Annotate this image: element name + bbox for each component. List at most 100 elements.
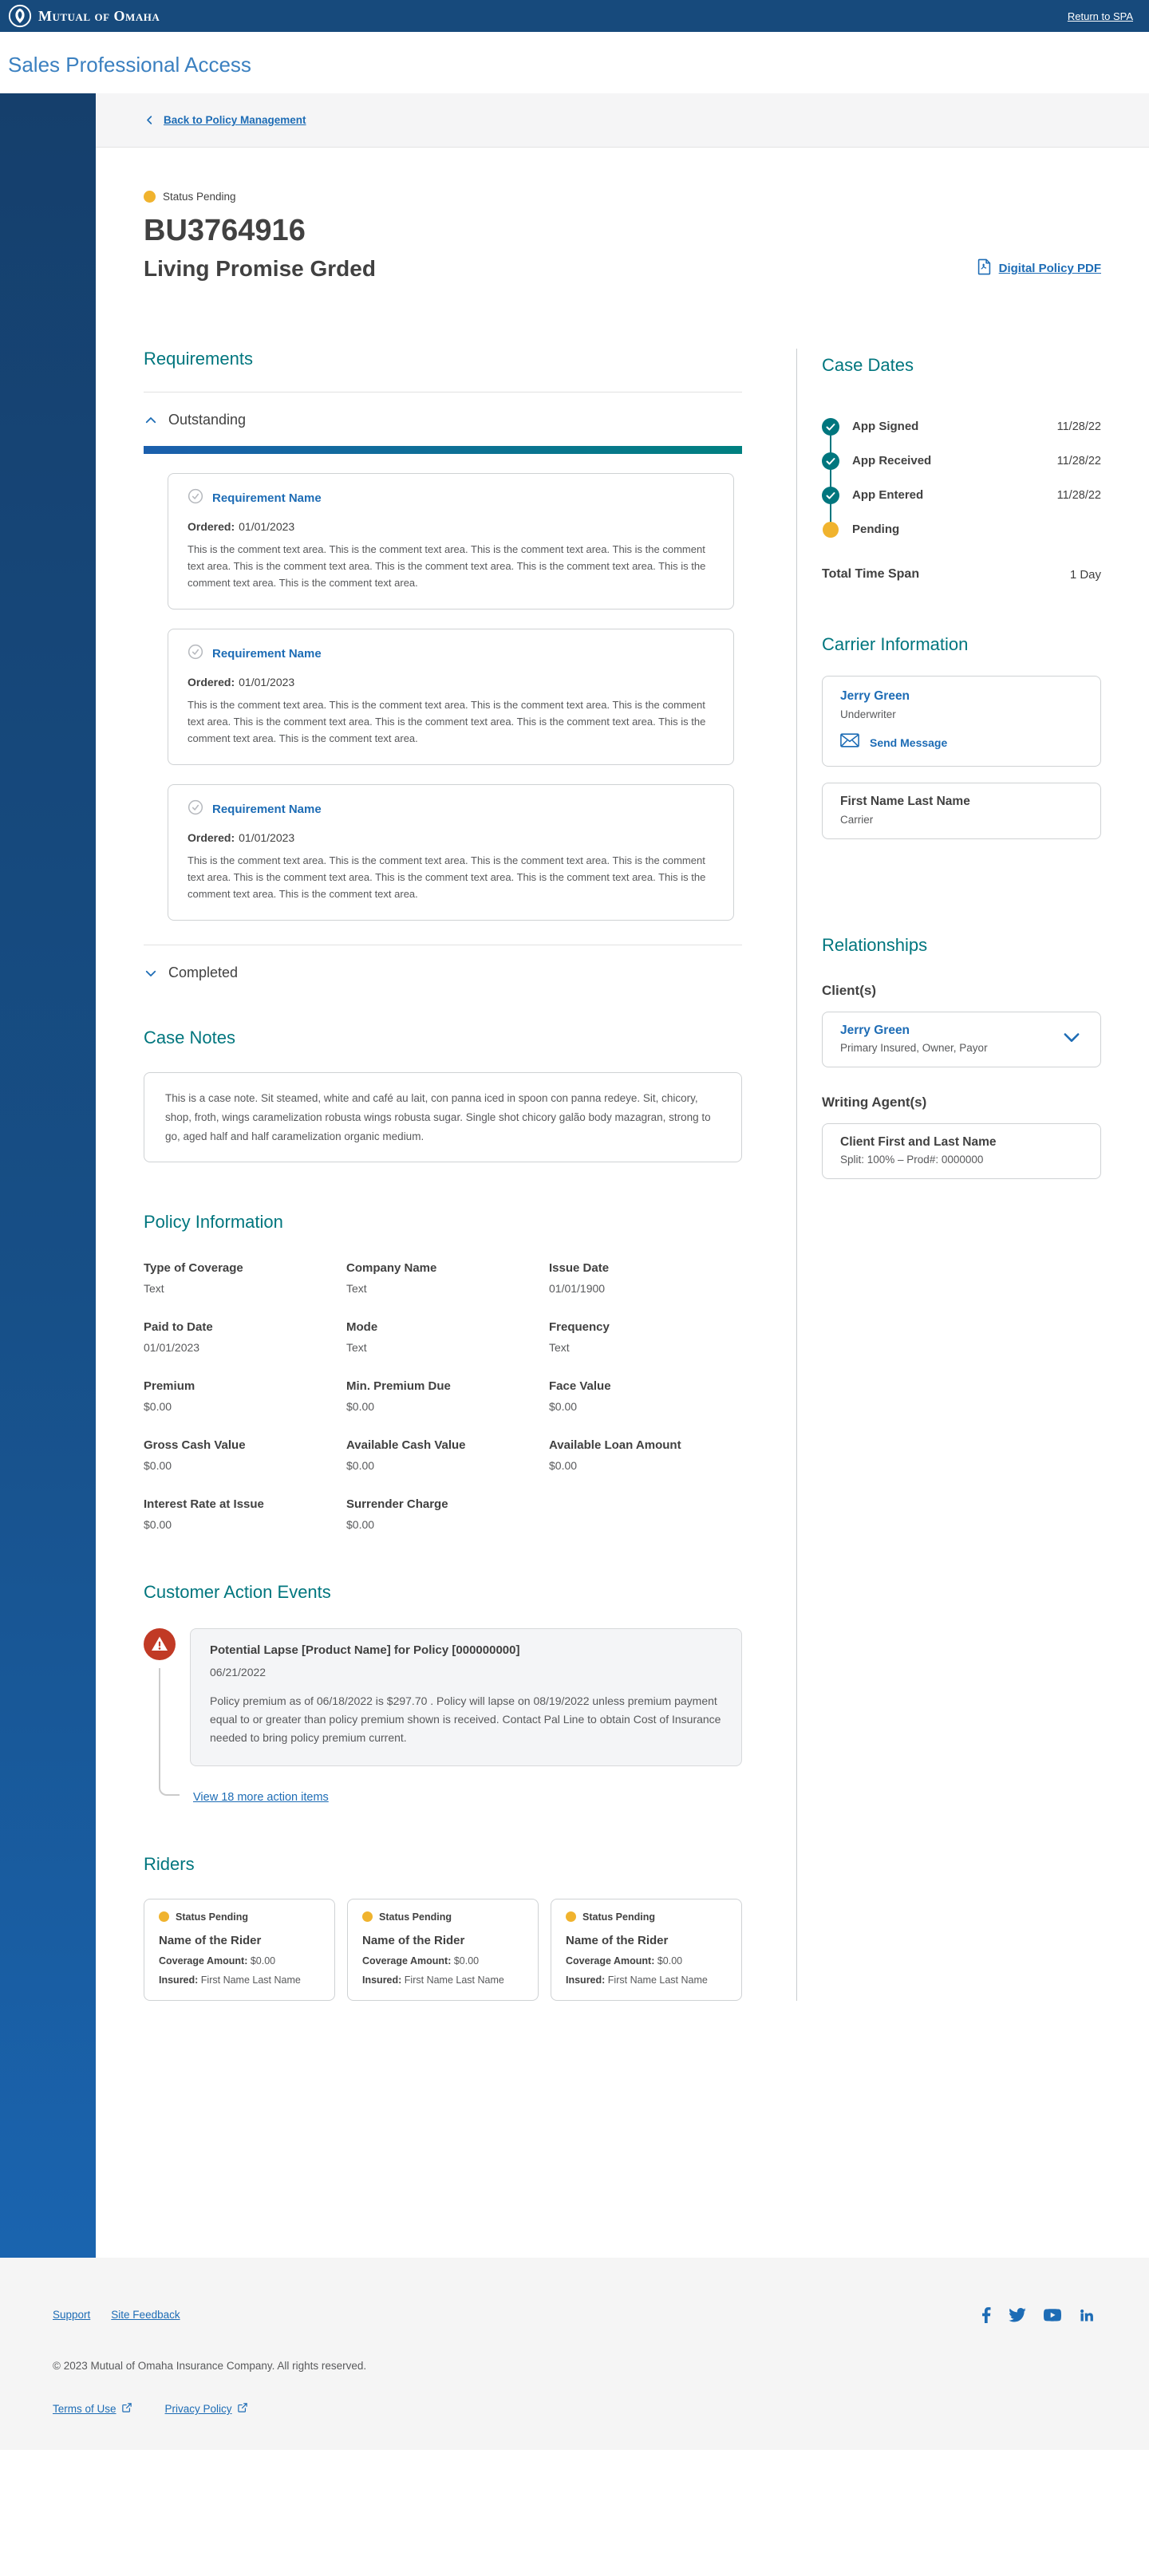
coverage-label: Coverage Amount: [566,1955,655,1967]
pending-dot-icon [823,521,839,538]
send-message-link[interactable]: Send Message [870,736,948,749]
field-label: Available Cash Value [346,1438,466,1453]
check-circle-complete-icon [822,486,839,504]
timeline-label: App Entered [852,488,924,502]
chevron-down-icon[interactable] [1060,1026,1083,1052]
field-label: Mode [346,1320,378,1335]
timeline-row: App Received 11/28/22 [822,444,1101,478]
breadcrumb-label: Back to Policy Management [164,114,306,126]
client-card[interactable]: Jerry Green Primary Insured, Owner, Payo… [822,1012,1101,1067]
field-label: Face Value [549,1379,611,1394]
field-label: Min. Premium Due [346,1379,451,1394]
case-dates-title: Case Dates [822,355,914,375]
ordered-label: Ordered: [188,520,235,533]
twitter-icon[interactable] [1009,2307,1026,2322]
client-name-link[interactable]: Jerry Green [840,1024,910,1037]
product-name: Living Promise Grded [144,256,376,281]
case-note-card: This is a case note. Sit steamed, white … [144,1072,742,1163]
mutual-of-omaha-logo: Mutual of Omaha [8,4,160,28]
outstanding-label: Outstanding [168,412,247,428]
status-badge-label: Status Pending [163,191,236,203]
field-value: Text [144,1282,164,1296]
social-icons [982,2306,1095,2323]
field-value: $0.00 [144,1518,172,1532]
field-label: Available Loan Amount [549,1438,681,1453]
youtube-icon[interactable] [1044,2308,1061,2322]
return-to-spa-link[interactable]: Return to SPA [1067,10,1133,22]
completed-label: Completed [168,965,239,981]
field-value: 01/01/2023 [144,1341,200,1355]
ordered-date: 01/01/2023 [239,520,295,533]
ordered-row: Ordered: 01/01/2023 [188,676,714,688]
requirement-card: Requirement Name Ordered: 01/01/2023 This… [168,784,734,921]
policy-header: Status Pending BU3764916 Living Promise … [96,148,1149,282]
site-feedback-link[interactable]: Site Feedback [111,2309,180,2322]
field-label: Frequency [549,1320,610,1335]
send-message-row[interactable]: Send Message [840,733,1083,751]
digital-policy-pdf-link[interactable]: Digital Policy PDF [977,258,1101,278]
timeline-date: 11/28/22 [1056,488,1101,502]
linkedin-icon[interactable] [1079,2307,1095,2323]
coverage-label: Coverage Amount: [362,1955,452,1967]
policy-field: Surrender Charge $0.00 [346,1497,539,1531]
external-link-icon [121,2402,132,2416]
field-label: Interest Rate at Issue [144,1497,264,1512]
requirement-name: Requirement Name [212,491,322,505]
back-to-policy-management-link[interactable]: Back to Policy Management [144,114,306,126]
underwriter-name-link[interactable]: Jerry Green [840,689,910,703]
timeline-date: 11/28/22 [1056,454,1101,467]
rider-card: Status Pending Name of the Rider Coverag… [347,1898,539,2001]
field-value: $0.00 [549,1400,578,1414]
rider-insured: Insured: First Name Last Name [159,1974,320,1986]
privacy-policy-link[interactable]: Privacy Policy [164,2403,232,2416]
terms-of-use-item: Terms of Use [53,2402,132,2416]
copyright-text: © 2023 Mutual of Omaha Insurance Company… [53,2359,367,2372]
outstanding-toggle[interactable]: Outstanding [144,412,742,428]
requirement-comment: This is the comment text area. This is t… [188,699,706,745]
gradient-accent-bar [144,446,742,454]
riders-title: Riders [144,1853,195,1874]
policy-field: Mode Text [346,1320,539,1354]
contact-role: Underwriter [840,708,896,720]
check-circle-complete-icon [822,417,839,436]
field-value: $0.00 [346,1518,375,1532]
agent-card-text: Client First and Last Name Split: 100% –… [840,1135,997,1166]
carrier-information-title: Carrier Information [822,634,969,654]
view-more-action-items-link[interactable]: View 18 more action items [193,1790,329,1804]
field-value: Text [346,1341,367,1355]
riders-row: Status Pending Name of the Rider Coverag… [144,1898,742,2001]
status-pending-dot-icon [159,1911,169,1923]
coverage-value: $0.00 [453,1955,480,1967]
requirement-card: Requirement Name Ordered: 01/01/2023 This… [168,629,734,766]
rider-status: Status Pending [566,1911,727,1923]
app-title-band: Sales Professional Access [0,32,1149,93]
carrier-name: First Name Last Name [840,795,970,808]
footer: Support Site Feedback © 2023 Mutual of O… [0,2257,1149,2450]
policy-field: Company Name Text [346,1261,539,1295]
field-label: Premium [144,1379,195,1394]
total-time-span-row: Total Time Span 1 Day [822,567,1101,582]
support-link[interactable]: Support [53,2309,91,2322]
requirement-comment: This is the comment text area. This is t… [188,854,706,901]
completed-toggle[interactable]: Completed [144,965,742,981]
divider [144,392,742,393]
external-link-icon [237,2402,247,2416]
facebook-icon[interactable] [982,2306,991,2323]
check-circle-icon [188,644,203,664]
alert-warning-icon [144,1628,176,1661]
insured-label: Insured: [159,1974,199,1986]
ordered-date: 01/01/2023 [239,831,295,845]
insured-value: First Name Last Name [607,1974,708,1986]
terms-of-use-link[interactable]: Terms of Use [53,2403,116,2416]
field-label: Surrender Charge [346,1497,448,1512]
requirement-comment: This is the comment text area. This is t… [188,543,706,590]
rider-coverage: Coverage Amount: $0.00 [566,1955,727,1967]
legal-links: Terms of Use Privacy Policy [53,2402,1095,2416]
action-event-row: Potential Lapse [Product Name] for Polic… [144,1628,742,1766]
field-value: $0.00 [549,1459,578,1473]
rider-name: Name of the Rider [566,1933,669,1947]
policy-field: Available Cash Value $0.00 [346,1438,539,1472]
requirement-name: Requirement Name [212,647,322,661]
rider-card: Status Pending Name of the Rider Coverag… [551,1898,742,2001]
case-dates-timeline: App Signed 11/28/22 App Received 11/28/2… [822,409,1101,546]
